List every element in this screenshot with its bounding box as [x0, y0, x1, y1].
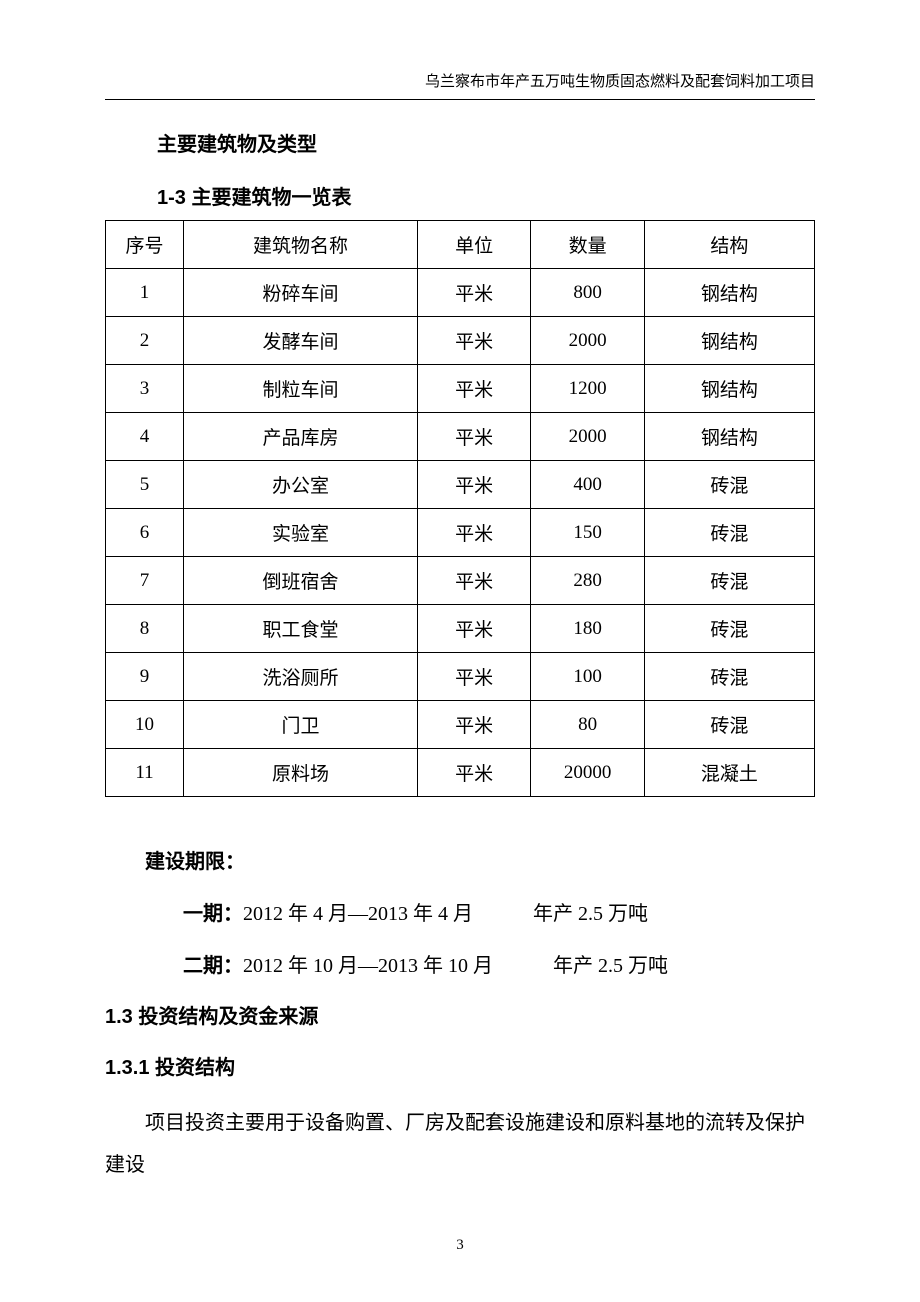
table-row: 10门卫平米80砖混: [106, 701, 815, 749]
table-row: 9洗浴厕所平米100砖混: [106, 653, 815, 701]
table-cell: 8: [106, 605, 184, 653]
table-cell: 平米: [417, 365, 530, 413]
table-cell: 粉碎车间: [183, 269, 417, 317]
table-cell: 砖混: [644, 509, 814, 557]
document-header: 乌兰察布市年产五万吨生物质固态燃料及配套饲料加工项目: [105, 70, 815, 100]
table-cell: 砖混: [644, 653, 814, 701]
table-row: 4产品库房平米2000钢结构: [106, 413, 815, 461]
table-cell: 原料场: [183, 749, 417, 797]
phase-2-output: 年产 2.5 万吨: [553, 955, 668, 977]
phase-2-label: 二期：: [183, 955, 243, 977]
table-cell: 洗浴厕所: [183, 653, 417, 701]
phase-2-line: 二期：2012 年 10 月—2013 年 10 月 年产 2.5 万吨: [183, 948, 815, 984]
table-cell: 平米: [417, 269, 530, 317]
col-header-unit: 单位: [417, 221, 530, 269]
table-cell: 钢结构: [644, 365, 814, 413]
col-header-qty: 数量: [531, 221, 644, 269]
table-cell: 150: [531, 509, 644, 557]
table-row: 7倒班宿舍平米280砖混: [106, 557, 815, 605]
table-cell: 1200: [531, 365, 644, 413]
table-cell: 11: [106, 749, 184, 797]
phase-1-line: 一期：2012 年 4 月—2013 年 4 月 年产 2.5 万吨: [183, 896, 815, 932]
table-row: 6实验室平米150砖混: [106, 509, 815, 557]
table-row: 5办公室平米400砖混: [106, 461, 815, 509]
table-cell: 钢结构: [644, 269, 814, 317]
construction-period-heading: 建设期限：: [145, 845, 815, 874]
table-cell: 6: [106, 509, 184, 557]
phase-1-output: 年产 2.5 万吨: [533, 903, 648, 925]
table-row: 3制粒车间平米1200钢结构: [106, 365, 815, 413]
col-header-name: 建筑物名称: [183, 221, 417, 269]
table-cell: 钢结构: [644, 413, 814, 461]
col-header-struct: 结构: [644, 221, 814, 269]
table-cell: 1: [106, 269, 184, 317]
section-1-3-1-body: 项目投资主要用于设备购置、厂房及配套设施建设和原料基地的流转及保护建设: [105, 1102, 815, 1186]
table-cell: 20000: [531, 749, 644, 797]
table-cell: 7: [106, 557, 184, 605]
table-cell: 平米: [417, 653, 530, 701]
table-title: 1-3 主要建筑物一览表: [157, 181, 815, 210]
table-cell: 平米: [417, 605, 530, 653]
table-cell: 砖混: [644, 605, 814, 653]
table-cell: 800: [531, 269, 644, 317]
section-title-buildings: 主要建筑物及类型: [157, 128, 815, 157]
table-row: 11原料场平米20000混凝土: [106, 749, 815, 797]
table-cell: 砖混: [644, 461, 814, 509]
table-cell: 产品库房: [183, 413, 417, 461]
table-row: 2发酵车间平米2000钢结构: [106, 317, 815, 365]
table-cell: 平米: [417, 749, 530, 797]
table-cell: 平米: [417, 701, 530, 749]
table-cell: 制粒车间: [183, 365, 417, 413]
table-cell: 2000: [531, 413, 644, 461]
page-number: 3: [0, 1237, 920, 1254]
phase-1-label: 一期：: [183, 903, 243, 925]
table-cell: 混凝土: [644, 749, 814, 797]
table-cell: 门卫: [183, 701, 417, 749]
buildings-table: 序号 建筑物名称 单位 数量 结构 1粉碎车间平米800钢结构2发酵车间平米20…: [105, 220, 815, 797]
table-cell: 办公室: [183, 461, 417, 509]
table-cell: 3: [106, 365, 184, 413]
table-cell: 4: [106, 413, 184, 461]
table-row: 8职工食堂平米180砖混: [106, 605, 815, 653]
table-cell: 180: [531, 605, 644, 653]
table-cell: 2: [106, 317, 184, 365]
table-cell: 实验室: [183, 509, 417, 557]
table-cell: 平米: [417, 461, 530, 509]
table-cell: 平米: [417, 557, 530, 605]
table-cell: 10: [106, 701, 184, 749]
table-cell: 砖混: [644, 557, 814, 605]
table-cell: 400: [531, 461, 644, 509]
table-header-row: 序号 建筑物名称 单位 数量 结构: [106, 221, 815, 269]
table-cell: 砖混: [644, 701, 814, 749]
table-cell: 100: [531, 653, 644, 701]
table-cell: 9: [106, 653, 184, 701]
table-cell: 280: [531, 557, 644, 605]
table-cell: 2000: [531, 317, 644, 365]
table-cell: 平米: [417, 413, 530, 461]
table-cell: 80: [531, 701, 644, 749]
col-header-seq: 序号: [106, 221, 184, 269]
phase-1-text: 2012 年 4 月—2013 年 4 月: [243, 903, 473, 925]
table-cell: 倒班宿舍: [183, 557, 417, 605]
table-cell: 5: [106, 461, 184, 509]
table-cell: 钢结构: [644, 317, 814, 365]
table-row: 1粉碎车间平米800钢结构: [106, 269, 815, 317]
table-cell: 职工食堂: [183, 605, 417, 653]
table-cell: 平米: [417, 509, 530, 557]
phase-2-text: 2012 年 10 月—2013 年 10 月: [243, 955, 493, 977]
table-cell: 发酵车间: [183, 317, 417, 365]
section-1-3-1-heading: 1.3.1 投资结构: [105, 1051, 815, 1080]
section-1-3-heading: 1.3 投资结构及资金来源: [105, 1000, 815, 1029]
table-cell: 平米: [417, 317, 530, 365]
